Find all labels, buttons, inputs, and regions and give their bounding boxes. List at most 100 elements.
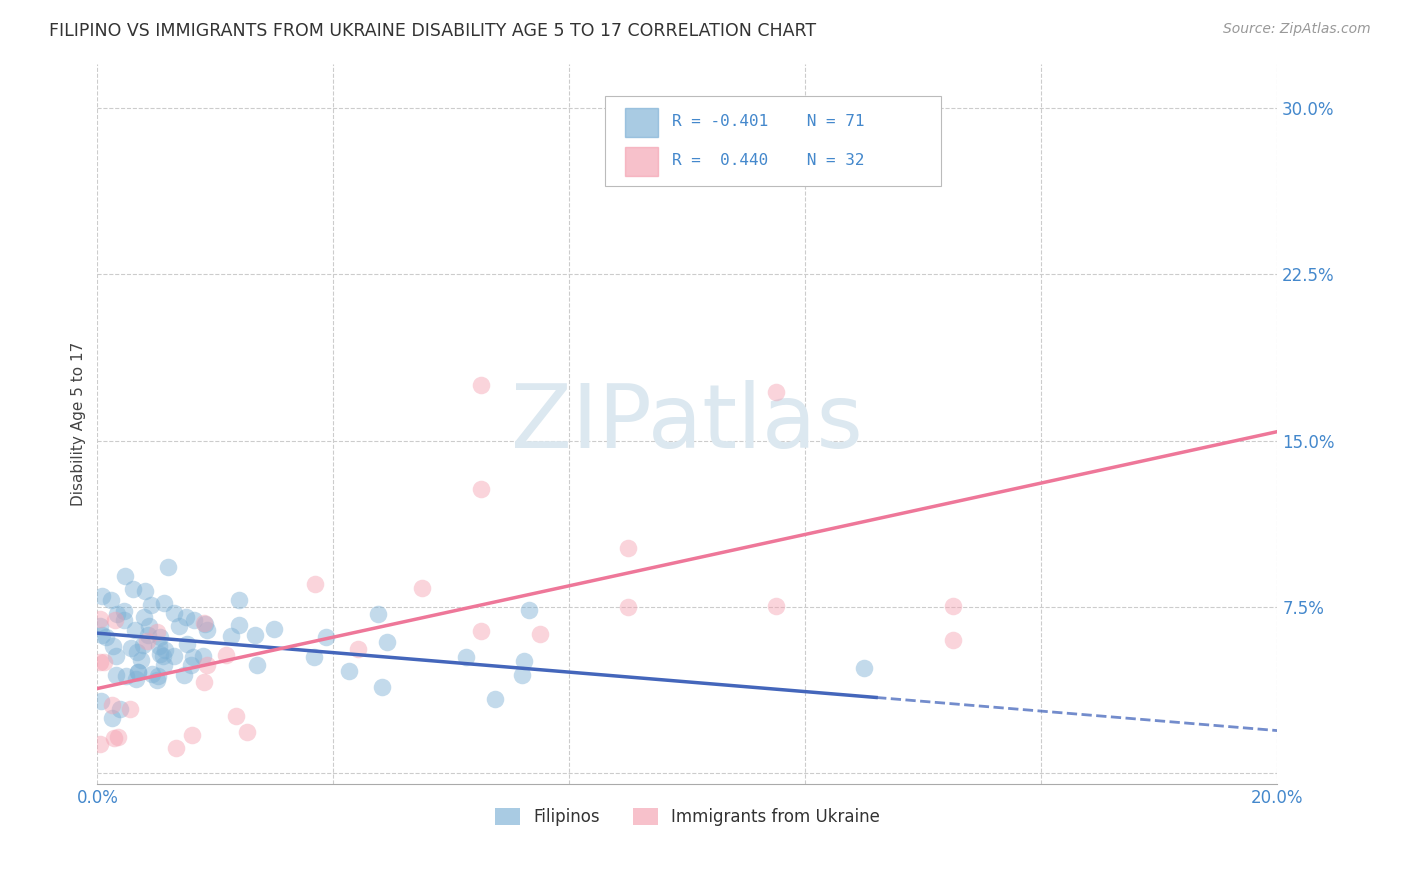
Point bbox=[375, 635, 398, 649]
Text: R = -0.401    N = 71: R = -0.401 N = 71 bbox=[672, 114, 865, 128]
Point bbox=[173, 667, 195, 681]
Point bbox=[367, 607, 389, 622]
Point bbox=[112, 614, 135, 628]
Point bbox=[134, 610, 156, 624]
Point bbox=[470, 482, 492, 496]
Point bbox=[183, 613, 205, 627]
Point bbox=[193, 616, 215, 631]
Point bbox=[127, 665, 149, 680]
Point bbox=[93, 656, 115, 670]
Text: ZIPatlas: ZIPatlas bbox=[512, 380, 863, 467]
Point bbox=[104, 668, 127, 682]
Point bbox=[617, 599, 640, 614]
Point bbox=[101, 698, 124, 712]
Point bbox=[136, 634, 159, 648]
Point bbox=[141, 599, 163, 613]
Point bbox=[470, 624, 492, 638]
Point bbox=[153, 596, 176, 610]
Point bbox=[138, 618, 160, 632]
Point bbox=[120, 641, 142, 656]
Point bbox=[194, 617, 217, 632]
Point bbox=[149, 648, 172, 662]
Point bbox=[157, 559, 180, 574]
Point bbox=[942, 599, 965, 613]
Point bbox=[107, 731, 129, 745]
Point bbox=[124, 673, 146, 687]
Point bbox=[148, 640, 170, 654]
Point bbox=[114, 669, 136, 683]
Point bbox=[89, 618, 111, 632]
Point bbox=[103, 731, 125, 746]
Point bbox=[127, 665, 149, 679]
Point bbox=[101, 639, 124, 653]
Point bbox=[195, 624, 218, 638]
Point bbox=[765, 384, 787, 399]
Point bbox=[180, 658, 202, 673]
Point bbox=[124, 623, 146, 637]
Point bbox=[456, 649, 478, 664]
Point bbox=[146, 673, 169, 688]
Point bbox=[228, 593, 250, 607]
Point bbox=[617, 541, 640, 556]
Point bbox=[371, 680, 394, 694]
Point bbox=[89, 656, 111, 670]
Point bbox=[193, 649, 215, 664]
Point bbox=[470, 378, 492, 392]
Point bbox=[183, 650, 205, 665]
Y-axis label: Disability Age 5 to 17: Disability Age 5 to 17 bbox=[72, 342, 86, 506]
Point bbox=[91, 589, 114, 603]
Point bbox=[152, 648, 174, 663]
Point bbox=[149, 630, 172, 644]
Point bbox=[245, 628, 267, 642]
Point bbox=[112, 604, 135, 618]
Point bbox=[105, 648, 128, 663]
Point bbox=[107, 607, 129, 621]
Bar bbox=[624, 147, 658, 177]
Point bbox=[153, 642, 176, 657]
Point bbox=[180, 728, 202, 742]
Point bbox=[174, 610, 197, 624]
Point bbox=[103, 613, 125, 627]
Point bbox=[121, 582, 143, 596]
Point bbox=[132, 638, 155, 652]
Point bbox=[219, 629, 242, 643]
Point bbox=[134, 584, 156, 599]
Point bbox=[162, 606, 184, 620]
Point bbox=[148, 669, 170, 683]
Point bbox=[100, 592, 122, 607]
Point bbox=[195, 657, 218, 672]
Point bbox=[118, 702, 141, 716]
Point bbox=[225, 708, 247, 723]
Point bbox=[302, 649, 325, 664]
Point bbox=[236, 725, 259, 739]
Point bbox=[90, 628, 112, 642]
Point bbox=[153, 658, 176, 673]
Point bbox=[765, 599, 787, 613]
Point bbox=[100, 711, 122, 725]
Point bbox=[167, 619, 190, 633]
Text: Source: ZipAtlas.com: Source: ZipAtlas.com bbox=[1223, 22, 1371, 37]
Point bbox=[108, 702, 131, 716]
Point bbox=[510, 668, 533, 682]
Text: FILIPINO VS IMMIGRANTS FROM UKRAINE DISABILITY AGE 5 TO 17 CORRELATION CHART: FILIPINO VS IMMIGRANTS FROM UKRAINE DISA… bbox=[49, 22, 817, 40]
Point bbox=[176, 637, 198, 651]
Point bbox=[263, 622, 285, 636]
Point bbox=[942, 632, 965, 647]
Point bbox=[136, 628, 159, 642]
Point bbox=[89, 612, 111, 626]
Point bbox=[214, 648, 236, 662]
Point bbox=[315, 630, 337, 644]
Point bbox=[114, 569, 136, 583]
Point bbox=[304, 577, 326, 591]
Text: R =  0.440    N = 32: R = 0.440 N = 32 bbox=[672, 153, 865, 168]
Point bbox=[163, 648, 186, 663]
Point bbox=[90, 694, 112, 708]
Legend: Filipinos, Immigrants from Ukraine: Filipinos, Immigrants from Ukraine bbox=[495, 807, 880, 826]
Point bbox=[529, 627, 551, 641]
Point bbox=[94, 631, 117, 645]
Point bbox=[245, 658, 267, 673]
Point bbox=[337, 665, 360, 679]
Point bbox=[127, 645, 149, 659]
Point bbox=[346, 642, 368, 657]
Point bbox=[512, 654, 534, 668]
